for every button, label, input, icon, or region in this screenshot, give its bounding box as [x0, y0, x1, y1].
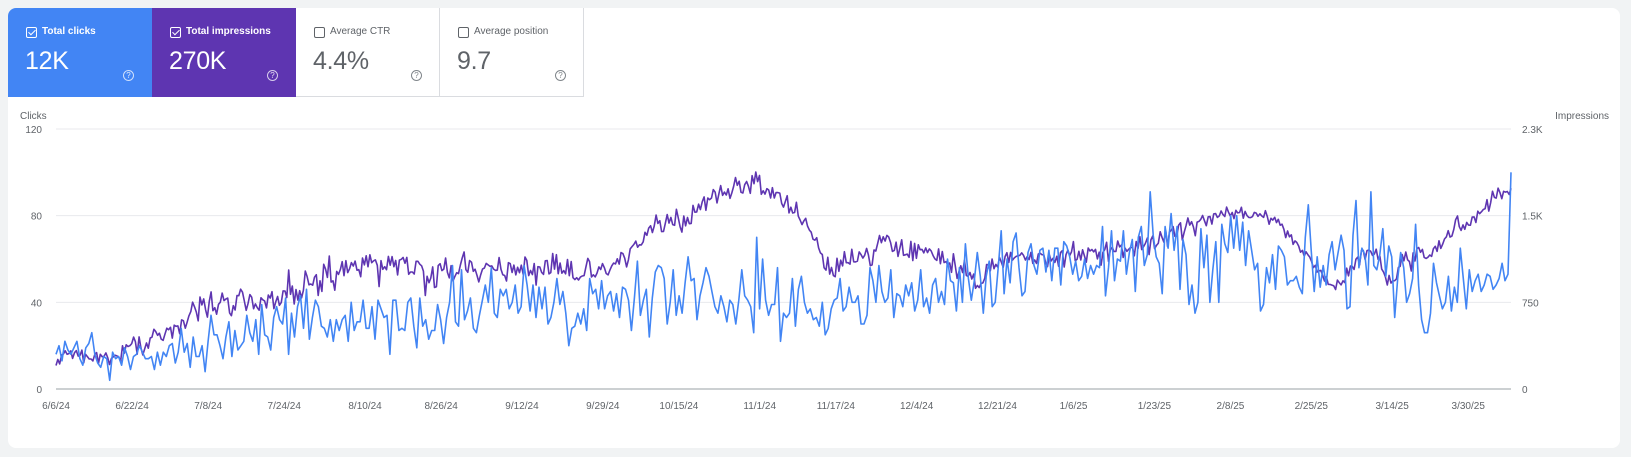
metric-value: 9.7 — [457, 47, 491, 75]
metric-value: 270K — [169, 47, 227, 75]
x-tick-label: 10/15/24 — [659, 401, 698, 412]
metric-label: Average position — [474, 26, 549, 37]
metric-label: Average CTR — [330, 26, 391, 37]
clicks-series-line — [55, 172, 1512, 382]
help-icon[interactable]: ? — [123, 70, 134, 81]
x-tick-label: 3/30/25 — [1452, 401, 1486, 412]
x-tick-label: 1/23/25 — [1138, 401, 1172, 412]
y-left-tick-label: 120 — [25, 125, 42, 136]
chart-gridlines — [56, 128, 1511, 390]
x-tick-label: 2/8/25 — [1217, 401, 1245, 412]
x-tick-label: 12/4/24 — [900, 401, 934, 412]
x-tick-label: 8/26/24 — [424, 401, 458, 412]
y-right-tick-label: 750 — [1522, 298, 1539, 309]
metric-label: Total clicks — [42, 26, 96, 37]
y-axis-right-ticks: 0 750 1.5K 2.3K — [1522, 125, 1543, 396]
performance-chart[interactable]: Clicks Impressions 0 40 80 120 0 750 1.5K 2.3K… — [8, 8, 1620, 448]
x-tick-label: 6/22/24 — [115, 401, 149, 412]
metric-value: 4.4% — [313, 47, 369, 75]
metric-label: Total impressions — [186, 26, 271, 37]
y-left-tick-label: 40 — [31, 298, 43, 309]
x-tick-label: 1/6/25 — [1060, 401, 1088, 412]
x-axis-ticks: 6/6/24 6/22/24 7/8/24 7/24/24 8/10/24 8/26/24… — [42, 401, 1485, 412]
impressions-series-line — [55, 171, 1512, 366]
x-tick-label: 6/6/24 — [42, 401, 70, 412]
average-ctr-checkbox-icon[interactable] — [314, 27, 325, 38]
y-axis-left-ticks: 0 40 80 120 — [25, 125, 42, 396]
y-right-tick-label: 1.5K — [1522, 212, 1543, 223]
x-tick-label: 11/17/24 — [817, 401, 856, 412]
x-tick-label: 9/12/24 — [505, 401, 539, 412]
x-tick-label: 3/14/25 — [1375, 401, 1409, 412]
x-tick-label: 12/21/24 — [978, 401, 1017, 412]
metric-tiles: Total clicks 12K ? Total impressions 270… — [8, 8, 584, 97]
metric-tile-total-impressions[interactable]: Total impressions 270K ? — [152, 8, 296, 97]
y-axis-right-label: Impressions — [1555, 111, 1609, 122]
x-tick-label: 8/10/24 — [348, 401, 382, 412]
performance-panel: Total clicks 12K ? Total impressions 270… — [8, 8, 1620, 448]
y-left-tick-label: 0 — [36, 385, 42, 396]
y-right-tick-label: 2.3K — [1522, 125, 1543, 136]
metric-value: 12K — [25, 47, 69, 75]
metric-tile-average-ctr[interactable]: Average CTR 4.4% ? — [296, 8, 440, 97]
chart-series — [55, 171, 1512, 382]
x-tick-label: 11/1/24 — [743, 401, 776, 412]
help-icon[interactable]: ? — [555, 70, 566, 81]
x-tick-label: 7/24/24 — [268, 401, 302, 412]
x-tick-label: 2/25/25 — [1295, 401, 1329, 412]
total-clicks-checkbox-icon[interactable] — [26, 27, 37, 38]
help-icon[interactable]: ? — [267, 70, 278, 81]
metric-tile-average-position[interactable]: Average position 9.7 ? — [440, 8, 584, 97]
x-tick-label: 7/8/24 — [194, 401, 222, 412]
metric-tile-total-clicks[interactable]: Total clicks 12K ? — [8, 8, 152, 97]
help-icon[interactable]: ? — [411, 70, 422, 81]
average-position-checkbox-icon[interactable] — [458, 27, 469, 38]
y-left-tick-label: 80 — [31, 212, 43, 223]
x-tick-label: 9/29/24 — [586, 401, 620, 412]
y-axis-left-label: Clicks — [20, 111, 47, 122]
y-right-tick-label: 0 — [1522, 385, 1528, 396]
total-impressions-checkbox-icon[interactable] — [170, 27, 181, 38]
